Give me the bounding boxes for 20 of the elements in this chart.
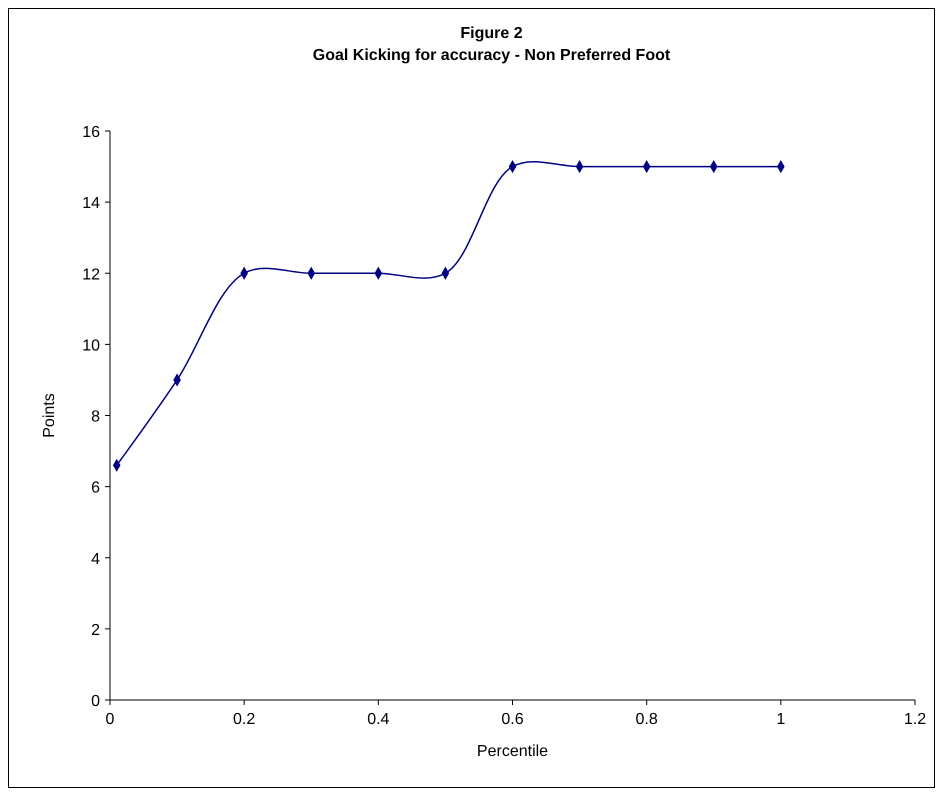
- x-tick-label: 1.2: [904, 711, 926, 728]
- y-tick-label: 6: [91, 480, 100, 497]
- y-tick-label: 4: [91, 550, 100, 568]
- chart-subtitle: Goal Kicking for accuracy - Non Preferred Foot: [312, 47, 671, 64]
- y-tick-label: 0: [91, 693, 100, 710]
- chart-title: Figure 2: [460, 25, 523, 42]
- y-axis-title: Points: [41, 393, 58, 438]
- y-tick-label: 8: [91, 408, 100, 426]
- x-tick-label: 0: [106, 711, 115, 728]
- x-tick-label: 1: [776, 711, 786, 728]
- y-tick-label: 14: [82, 195, 100, 212]
- y-tick-label: 12: [82, 266, 100, 284]
- x-tick-label: 0.8: [636, 711, 658, 728]
- x-tick-label: 0.4: [367, 711, 390, 728]
- x-tick-label: 0.2: [233, 711, 256, 728]
- x-tick-label: 0.6: [501, 711, 524, 728]
- y-tick-label: 10: [82, 337, 100, 354]
- x-axis-title: Percentile: [476, 743, 548, 760]
- y-tick-label: 16: [82, 124, 100, 141]
- y-tick-label: 2: [91, 622, 100, 639]
